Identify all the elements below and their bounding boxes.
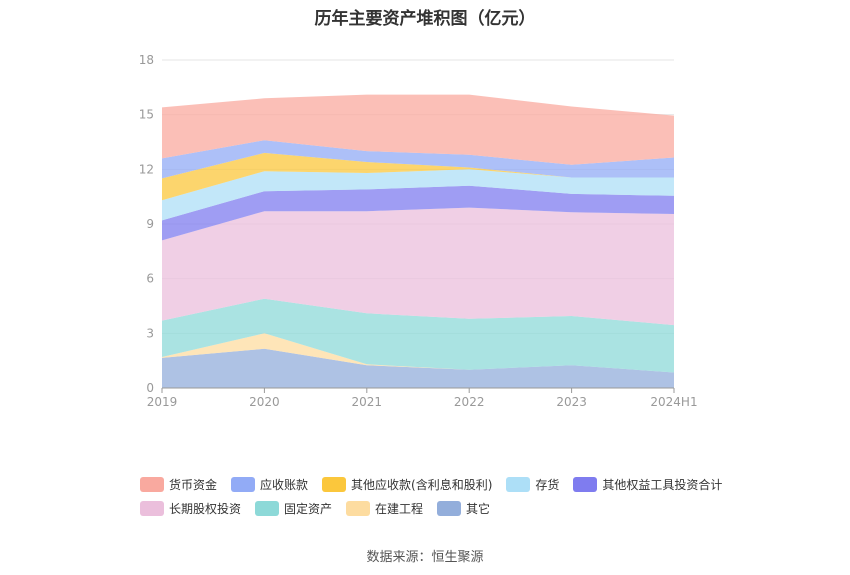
legend-item[interactable]: 其他应收款(含利息和股利) bbox=[322, 476, 492, 493]
legend-item[interactable]: 货币资金 bbox=[140, 476, 217, 493]
area-series-6[interactable] bbox=[162, 152, 674, 201]
legend-swatch bbox=[140, 476, 164, 492]
area-series bbox=[162, 94, 674, 388]
legend-item[interactable]: 其它 bbox=[437, 500, 490, 517]
legend-swatch bbox=[437, 500, 462, 516]
legend-label: 其它 bbox=[466, 501, 491, 516]
y-tick-label: 15 bbox=[139, 108, 154, 122]
axes: 0 3 6 9 12 15 18 2019 2020 2021 2022 2023 2024H1 bbox=[139, 53, 698, 409]
legend-row: 长期股权投资 固定资产 在建工程 其它 bbox=[140, 496, 780, 520]
y-tick-label: 12 bbox=[139, 162, 154, 176]
area-series-0[interactable] bbox=[162, 348, 674, 388]
legend-label: 货币资金 bbox=[169, 477, 218, 492]
legend-swatch bbox=[506, 476, 531, 492]
area-series-1[interactable] bbox=[162, 333, 674, 373]
legend-swatch bbox=[140, 500, 164, 516]
y-tick-label: 3 bbox=[146, 326, 154, 340]
legend-item[interactable]: 应收账款 bbox=[231, 476, 308, 493]
area-series-5[interactable] bbox=[162, 169, 674, 221]
legend-swatch bbox=[322, 476, 347, 492]
x-tick-label: 2023 bbox=[556, 395, 587, 409]
chart-title: 历年主要资产堆积图（亿元） bbox=[314, 9, 536, 29]
x-tick-label: 2020 bbox=[249, 395, 280, 409]
legend-row: 货币资金 应收账款 其他应收款(含利息和股利) 存货 其他权益工具投资合计 bbox=[140, 472, 780, 496]
area-series-4[interactable] bbox=[162, 185, 674, 241]
legend-item[interactable]: 存货 bbox=[506, 476, 559, 493]
area-series-8[interactable] bbox=[162, 94, 674, 165]
area-series-2[interactable] bbox=[162, 298, 674, 373]
legend-item[interactable]: 其他权益工具投资合计 bbox=[573, 476, 722, 493]
legend-item[interactable]: 固定资产 bbox=[255, 500, 332, 517]
y-tick-label: 18 bbox=[139, 53, 154, 67]
legend-label: 固定资产 bbox=[284, 501, 333, 516]
legend-label: 在建工程 bbox=[375, 501, 424, 516]
legend-item[interactable]: 在建工程 bbox=[346, 500, 423, 517]
x-tick-label: 2019 bbox=[147, 395, 178, 409]
legend-swatch bbox=[573, 476, 598, 492]
chart-area: 0 3 6 9 12 15 18 2019 2020 2021 2022 2023 2024H1 bbox=[139, 53, 698, 409]
y-tick-label: 6 bbox=[146, 272, 154, 286]
legend-swatch bbox=[346, 500, 371, 516]
legend-label: 存货 bbox=[535, 477, 560, 492]
source-note: 数据来源：恒生聚源 bbox=[366, 550, 484, 565]
y-tick-label: 0 bbox=[146, 381, 154, 395]
x-tick-label: 2021 bbox=[352, 395, 383, 409]
legend-swatch bbox=[231, 476, 256, 492]
legend-label: 长期股权投资 bbox=[169, 501, 242, 516]
y-tick-label: 9 bbox=[146, 217, 154, 231]
legend: 货币资金 应收账款 其他应收款(含利息和股利) 存货 其他权益工具投资合计 长期股权投资… bbox=[140, 472, 780, 520]
legend-label: 其他权益工具投资合计 bbox=[602, 477, 723, 492]
legend-item[interactable]: 长期股权投资 bbox=[140, 500, 241, 517]
area-series-3[interactable] bbox=[162, 207, 674, 326]
area-series-7[interactable] bbox=[162, 140, 674, 179]
legend-label: 其他应收款(含利息和股利) bbox=[351, 477, 493, 492]
x-tick-label: 2024H1 bbox=[650, 395, 697, 409]
legend-swatch bbox=[255, 500, 280, 516]
x-tick-label: 2022 bbox=[454, 395, 485, 409]
legend-label: 应收账款 bbox=[260, 477, 309, 492]
